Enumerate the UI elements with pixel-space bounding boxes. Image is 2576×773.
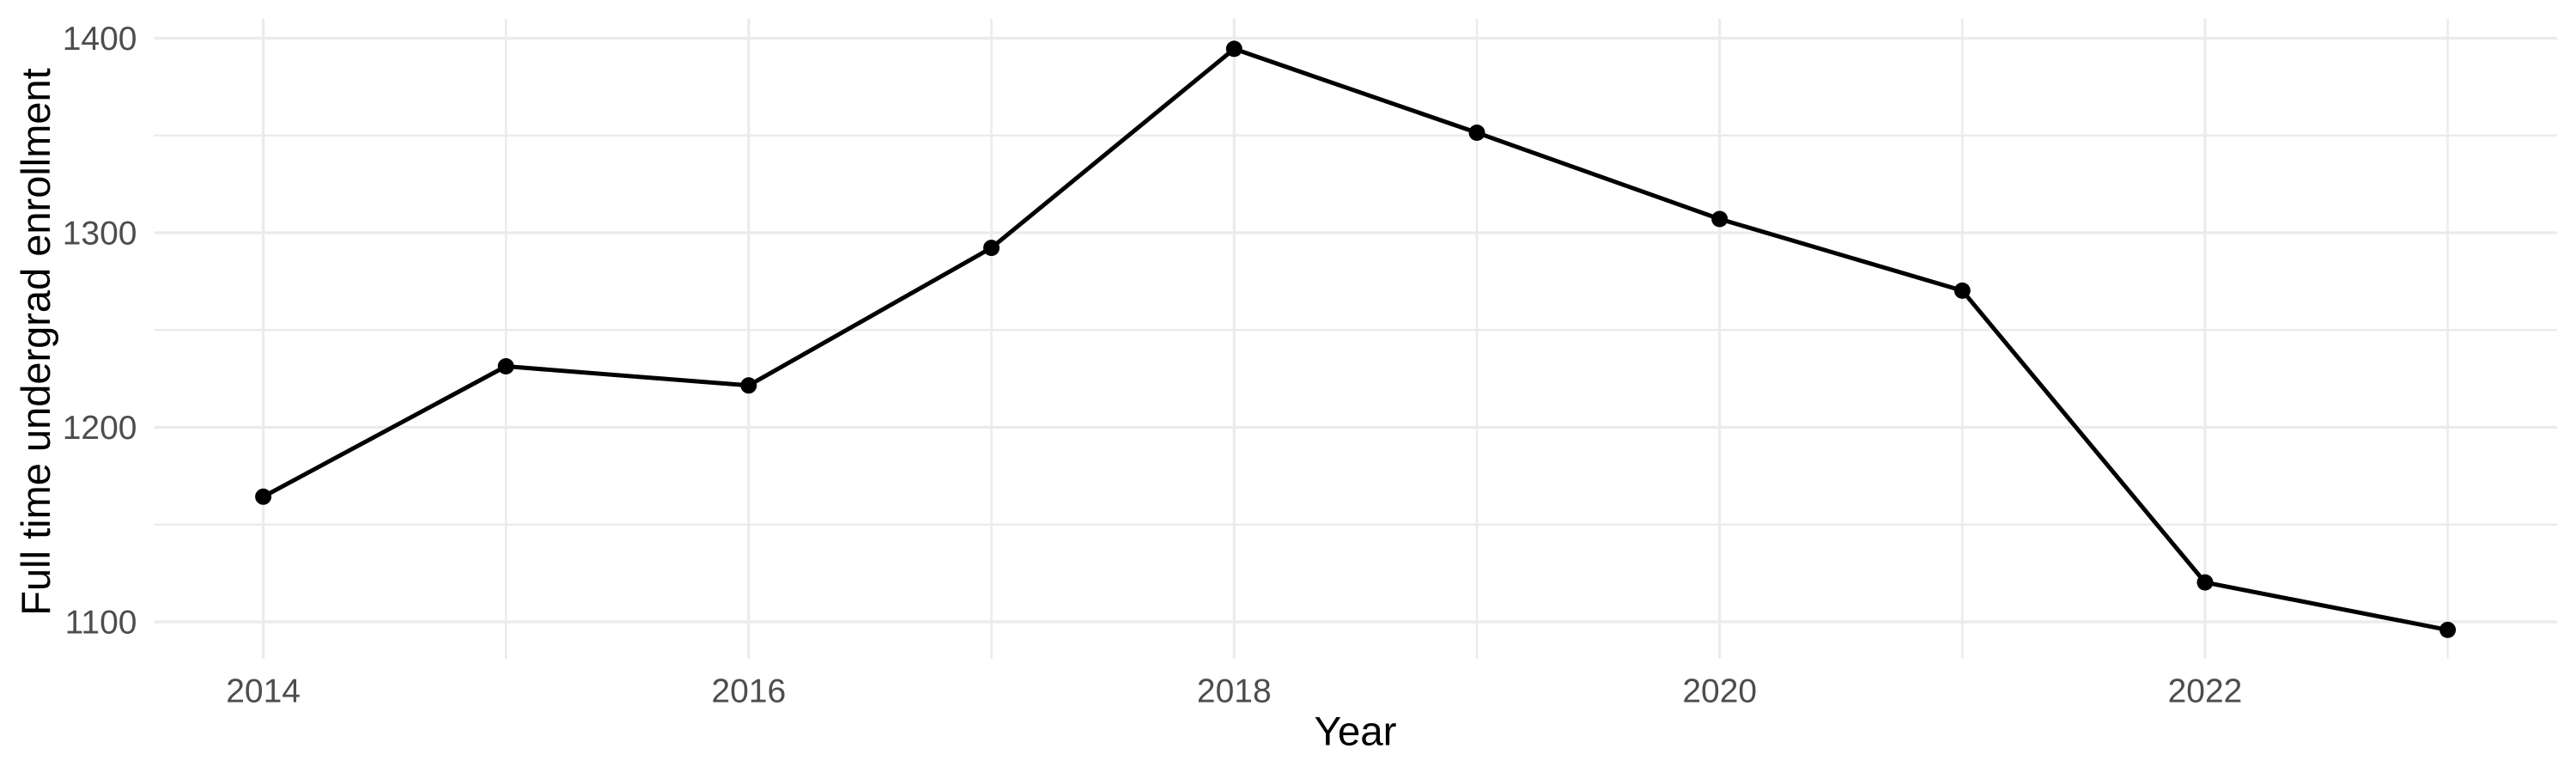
svg-text:Full time undergrad enrollment: Full time undergrad enrollment bbox=[13, 68, 58, 615]
svg-text:1400: 1400 bbox=[63, 21, 137, 58]
svg-text:1100: 1100 bbox=[65, 605, 137, 642]
svg-text:2014: 2014 bbox=[226, 673, 301, 709]
svg-text:1300: 1300 bbox=[63, 216, 137, 253]
svg-text:2016: 2016 bbox=[712, 673, 787, 709]
svg-text:2018: 2018 bbox=[1197, 673, 1272, 709]
svg-text:1200: 1200 bbox=[63, 410, 137, 447]
svg-text:Year: Year bbox=[1315, 709, 1397, 755]
svg-text:2020: 2020 bbox=[1682, 673, 1757, 709]
svg-text:2022: 2022 bbox=[2168, 673, 2243, 709]
